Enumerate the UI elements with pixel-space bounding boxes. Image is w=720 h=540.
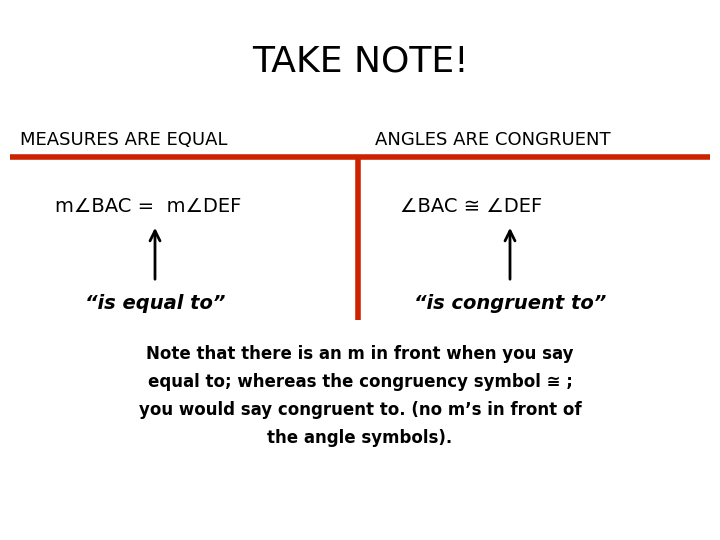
Text: “is congruent to”: “is congruent to” [414,294,606,313]
Text: m∠BAC =  m∠DEF: m∠BAC = m∠DEF [55,198,241,217]
Text: the angle symbols).: the angle symbols). [267,429,453,447]
Text: Note that there is an m in front when you say: Note that there is an m in front when yo… [146,345,574,363]
Text: you would say congruent to. (no m’s in front of: you would say congruent to. (no m’s in f… [139,401,581,419]
Text: MEASURES ARE EQUAL: MEASURES ARE EQUAL [20,131,228,149]
Text: equal to; whereas the congruency symbol ≅ ;: equal to; whereas the congruency symbol … [148,373,572,391]
Text: ∠BAC ≅ ∠DEF: ∠BAC ≅ ∠DEF [400,198,542,217]
Text: TAKE NOTE!: TAKE NOTE! [251,45,469,79]
Text: “is equal to”: “is equal to” [85,294,225,313]
Text: ANGLES ARE CONGRUENT: ANGLES ARE CONGRUENT [375,131,611,149]
